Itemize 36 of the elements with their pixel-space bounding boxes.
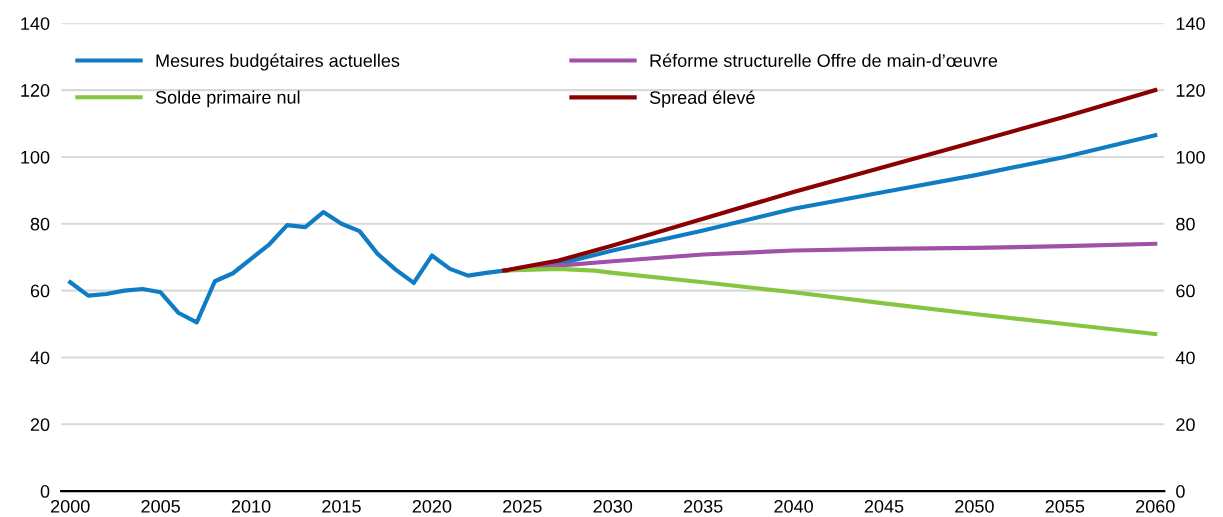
y2-tick-label: 140 — [1176, 17, 1205, 30]
x-tick-label: 2005 — [141, 499, 180, 513]
line-series — [502, 266, 1158, 337]
y-tick-label: 0 — [40, 485, 50, 498]
y-tick-label: 20 — [30, 418, 50, 432]
y-tick-label: 60 — [30, 284, 50, 298]
y2-tick-label: 0 — [1176, 485, 1185, 498]
y-tick-label: 120 — [21, 84, 50, 97]
legend-label: Solde primaire nul — [155, 90, 300, 108]
x-tick-label: 2000 — [51, 499, 90, 513]
x-tick-label: 2040 — [774, 499, 813, 513]
x-tick-label: 2025 — [503, 499, 542, 513]
y-tick-label: 40 — [30, 351, 50, 365]
line-series — [502, 88, 1158, 273]
y-tick-label: 80 — [30, 217, 50, 231]
x-tick-label: 2010 — [231, 499, 271, 513]
legend-label: Réforme structurelle Offre de main-d’œuvre — [650, 53, 998, 68]
line-series — [68, 133, 1158, 325]
x-tick-label: 2050 — [955, 499, 994, 513]
x-tick-label: 2055 — [1045, 499, 1085, 513]
x-tick-label: 2060 — [1136, 499, 1175, 513]
y-tick-label: 100 — [21, 150, 50, 164]
legend-label: Mesures budgétaires actuelles — [156, 53, 400, 71]
y-tick-label: 140 — [21, 17, 50, 30]
x-tick-label: 2020 — [412, 499, 452, 513]
y2-tick-label: 40 — [1175, 351, 1195, 365]
x-tick-label: 2045 — [864, 499, 904, 513]
y2-tick-label: 120 — [1176, 84, 1205, 97]
legend-label: Spread élevé — [649, 90, 755, 108]
x-tick-label: 2015 — [322, 499, 361, 513]
y2-tick-label: 20 — [1176, 418, 1195, 432]
x-tick-label: 2030 — [593, 499, 633, 513]
y2-tick-label: 80 — [1176, 217, 1195, 231]
x-tick-label: 2035 — [683, 499, 723, 513]
y2-tick-label: 60 — [1176, 284, 1195, 298]
y2-tick-label: 100 — [1176, 150, 1205, 164]
